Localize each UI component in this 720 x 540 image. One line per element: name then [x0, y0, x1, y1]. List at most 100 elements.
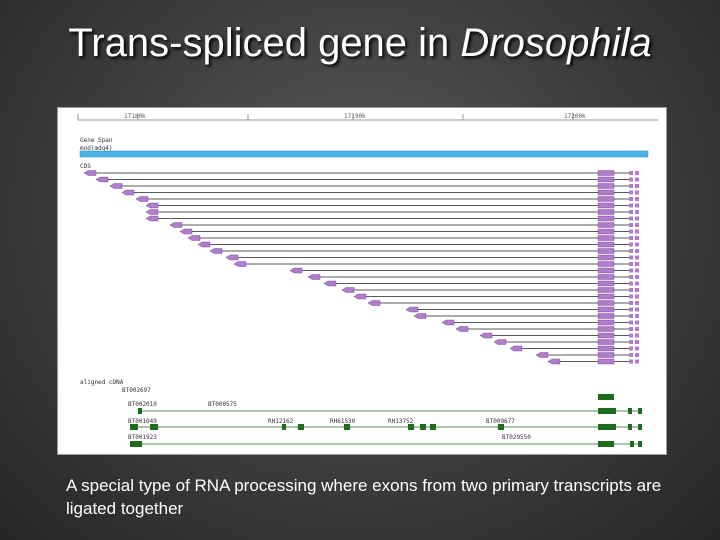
cds-exon [635, 301, 639, 305]
cds-exon [635, 314, 639, 318]
cds-exon [629, 359, 633, 364]
cds-exon [535, 352, 549, 358]
cds-exon [629, 242, 633, 247]
cds-exon [597, 293, 615, 300]
cds-exon [629, 275, 633, 279]
cds-exon [233, 261, 247, 267]
clone-label: RH61530 [330, 418, 356, 425]
cds-exon [479, 332, 493, 339]
cds-exon [635, 229, 639, 234]
cds-exon [629, 229, 633, 234]
cds-exon [629, 333, 633, 338]
cds-exon [629, 281, 633, 286]
cds-exon [629, 236, 633, 240]
cds-exon [629, 177, 633, 182]
cds-transcripts [83, 170, 639, 365]
ruler-label-1: 17180k [124, 113, 146, 120]
title-prefix: Trans-spliced gene in [68, 21, 461, 65]
cds-exon [629, 353, 633, 357]
cds-exon [323, 280, 337, 287]
clone-label: RH13752 [388, 418, 414, 425]
cdna-exon [282, 424, 286, 430]
cds-exon [635, 210, 639, 214]
cds-exon [109, 183, 123, 189]
cdna-exon [130, 441, 142, 447]
cds-exon [597, 196, 615, 202]
cds-exon [629, 346, 633, 351]
cds-exon [629, 249, 633, 253]
cds-exon [635, 255, 639, 260]
cds-exon [635, 320, 639, 325]
cds-label: CDS [80, 163, 91, 170]
cds-exon [635, 171, 639, 175]
cds-exon [635, 353, 639, 357]
cds-exon [635, 333, 639, 338]
cds-exon [493, 339, 507, 345]
cds-exon [629, 197, 633, 201]
cdna-exon [430, 424, 436, 430]
cds-exon [629, 216, 633, 221]
cds-exon [441, 319, 455, 326]
cds-exon [629, 307, 633, 312]
cdna-exon [638, 424, 642, 430]
cds-exon [597, 176, 615, 183]
cds-exon [597, 313, 615, 319]
clone-label: BT009677 [486, 418, 515, 425]
cds-exon [629, 340, 633, 344]
cds-exon [635, 327, 639, 331]
cds-exon [83, 170, 97, 176]
slide-caption: A special type of RNA processing where e… [66, 476, 662, 518]
cds-exon [635, 275, 639, 279]
cdna-exon [598, 408, 616, 414]
cds-exon [597, 358, 615, 365]
cds-exon [597, 241, 615, 248]
cdna-exon [130, 424, 138, 430]
cds-exon [597, 222, 615, 228]
cds-exon [597, 235, 615, 241]
cds-exon [629, 314, 633, 318]
cds-exon [307, 274, 321, 280]
ruler-label-3: 17200k [564, 113, 586, 120]
ruler-label-2: 17190k [344, 113, 366, 120]
cdna-exon [298, 424, 304, 430]
cds-exon [629, 327, 633, 331]
cdna-exon [598, 441, 614, 447]
cdna-exon [150, 424, 158, 430]
clone-label: BT000575 [208, 401, 237, 408]
cdna-label: aligned cDNA [80, 379, 124, 386]
cds-exon [635, 307, 639, 312]
cdna-exon [638, 441, 642, 447]
cds-exon [597, 254, 615, 261]
cdna-exon [138, 408, 142, 414]
cds-exon [597, 183, 615, 189]
cds-exon [197, 241, 211, 248]
clone-label: BT001049 [128, 418, 157, 425]
gene-span-label: Gene Span [80, 137, 113, 144]
cds-exon [597, 300, 615, 306]
cdna-exon [498, 424, 504, 430]
cdna-exon [638, 408, 642, 414]
cds-exon [597, 339, 615, 345]
cdna-exon [408, 424, 414, 430]
cds-exon [635, 216, 639, 221]
cds-exon [597, 345, 615, 352]
cds-exon [367, 300, 381, 306]
gene-model-diagram: 17180k 17190k 17200k Gene Span mod(mdg4)… [77, 113, 658, 447]
cdna-exon [420, 424, 426, 430]
cds-exon [597, 332, 615, 339]
cds-exon [635, 281, 639, 286]
cds-exon [635, 288, 639, 292]
cdna-exon [598, 424, 616, 430]
cds-exon [635, 340, 639, 344]
cds-exon [635, 203, 639, 208]
gene-span-bar [79, 150, 649, 158]
clone-label: BT029550 [502, 434, 531, 441]
cds-exon [597, 319, 615, 326]
cds-exon [597, 274, 615, 280]
cds-exon [635, 197, 639, 201]
cds-exon [597, 202, 615, 209]
cds-exon [629, 184, 633, 188]
cds-exon [629, 210, 633, 214]
gene-name-label: mod(mdg4) [80, 145, 113, 152]
cds-exon [635, 268, 639, 273]
